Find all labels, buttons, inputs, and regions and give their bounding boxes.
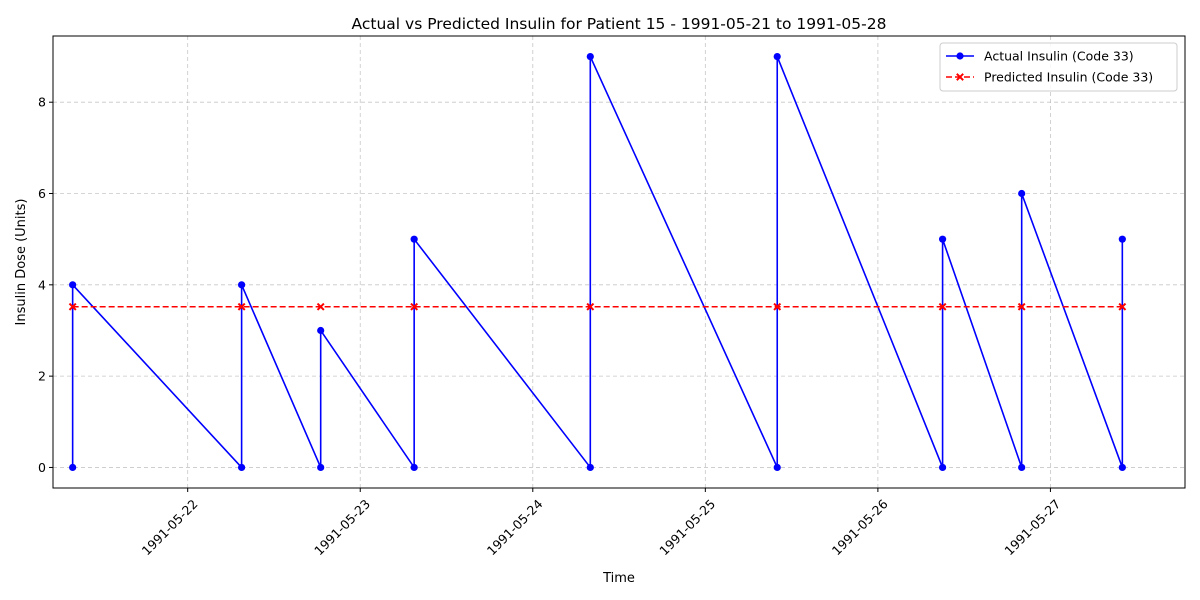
legend-item-predicted: Predicted Insulin (Code 33)	[946, 70, 1153, 85]
x-tick-label: 1991-05-24	[484, 496, 546, 558]
x-tick-label: 1991-05-25	[656, 496, 718, 558]
chart-title: Actual vs Predicted Insulin for Patient …	[352, 15, 887, 33]
legend-label: Predicted Insulin (Code 33)	[984, 70, 1153, 85]
actual-insulin-point	[773, 52, 781, 61]
actual-insulin-point	[238, 463, 246, 472]
predicted-insulin-point	[237, 302, 246, 311]
actual-insulin-point	[938, 235, 947, 243]
predicted-insulin-point	[410, 302, 419, 311]
actual-insulin-line	[71, 56, 1124, 471]
actual-insulin-point	[1018, 463, 1026, 472]
actual-insulin-point	[410, 463, 418, 472]
predicted-insulin-point	[1118, 302, 1127, 311]
series-layer	[68, 52, 1127, 472]
x-axis-label: Time	[602, 571, 635, 586]
plot-area	[52, 35, 1186, 489]
actual-insulin-point	[938, 463, 947, 472]
y-tick-label: 8	[38, 95, 46, 110]
legend: Actual Insulin (Code 33) Predicted Insuli…	[939, 42, 1178, 92]
actual-insulin-point	[69, 463, 77, 472]
x-tick-label: 1991-05-26	[829, 496, 891, 558]
predicted-insulin-point	[773, 302, 782, 311]
y-tick-label: 2	[38, 369, 46, 384]
actual-insulin-point	[956, 52, 964, 60]
actual-insulin-point	[1118, 463, 1126, 472]
grid	[53, 36, 1185, 488]
predicted-insulin-point	[956, 73, 964, 81]
actual-insulin-point	[69, 281, 77, 289]
x-tick-label: 1991-05-23	[311, 496, 373, 558]
predicted-insulin-point	[938, 302, 947, 311]
actual-insulin-point	[773, 463, 781, 472]
actual-insulin-point	[317, 326, 325, 335]
legend-label: Actual Insulin (Code 33)	[984, 49, 1134, 64]
x-tick-label: 1991-05-27	[1001, 496, 1063, 558]
y-tick-label: 6	[38, 186, 46, 201]
y-axis-label: Insulin Dose (Units)	[14, 199, 29, 326]
legend-item-actual: Actual Insulin (Code 33)	[946, 49, 1134, 64]
actual-insulin-point	[410, 235, 418, 243]
predicted-insulin-point	[68, 302, 77, 311]
actual-insulin-point	[586, 463, 594, 472]
x-tick-label: 1991-05-22	[139, 496, 201, 558]
predicted-insulin-point	[316, 302, 325, 311]
actual-insulin-point	[238, 281, 246, 289]
actual-insulin-series	[69, 52, 1126, 472]
predicted-insulin-point	[586, 302, 595, 311]
predicted-insulin-point	[1017, 302, 1026, 311]
actual-insulin-point	[586, 52, 594, 61]
y-tick-label: 0	[38, 460, 46, 475]
actual-insulin-point	[1018, 189, 1026, 198]
actual-insulin-point	[317, 463, 325, 472]
predicted-insulin-series	[68, 302, 1127, 311]
y-tick-label: 4	[38, 277, 46, 292]
actual-insulin-point	[1118, 235, 1126, 243]
tick-layer: 1991-05-22 1991-05-23 1991-05-24 1991-05-25…	[38, 95, 1063, 559]
legend-box	[939, 42, 1178, 92]
